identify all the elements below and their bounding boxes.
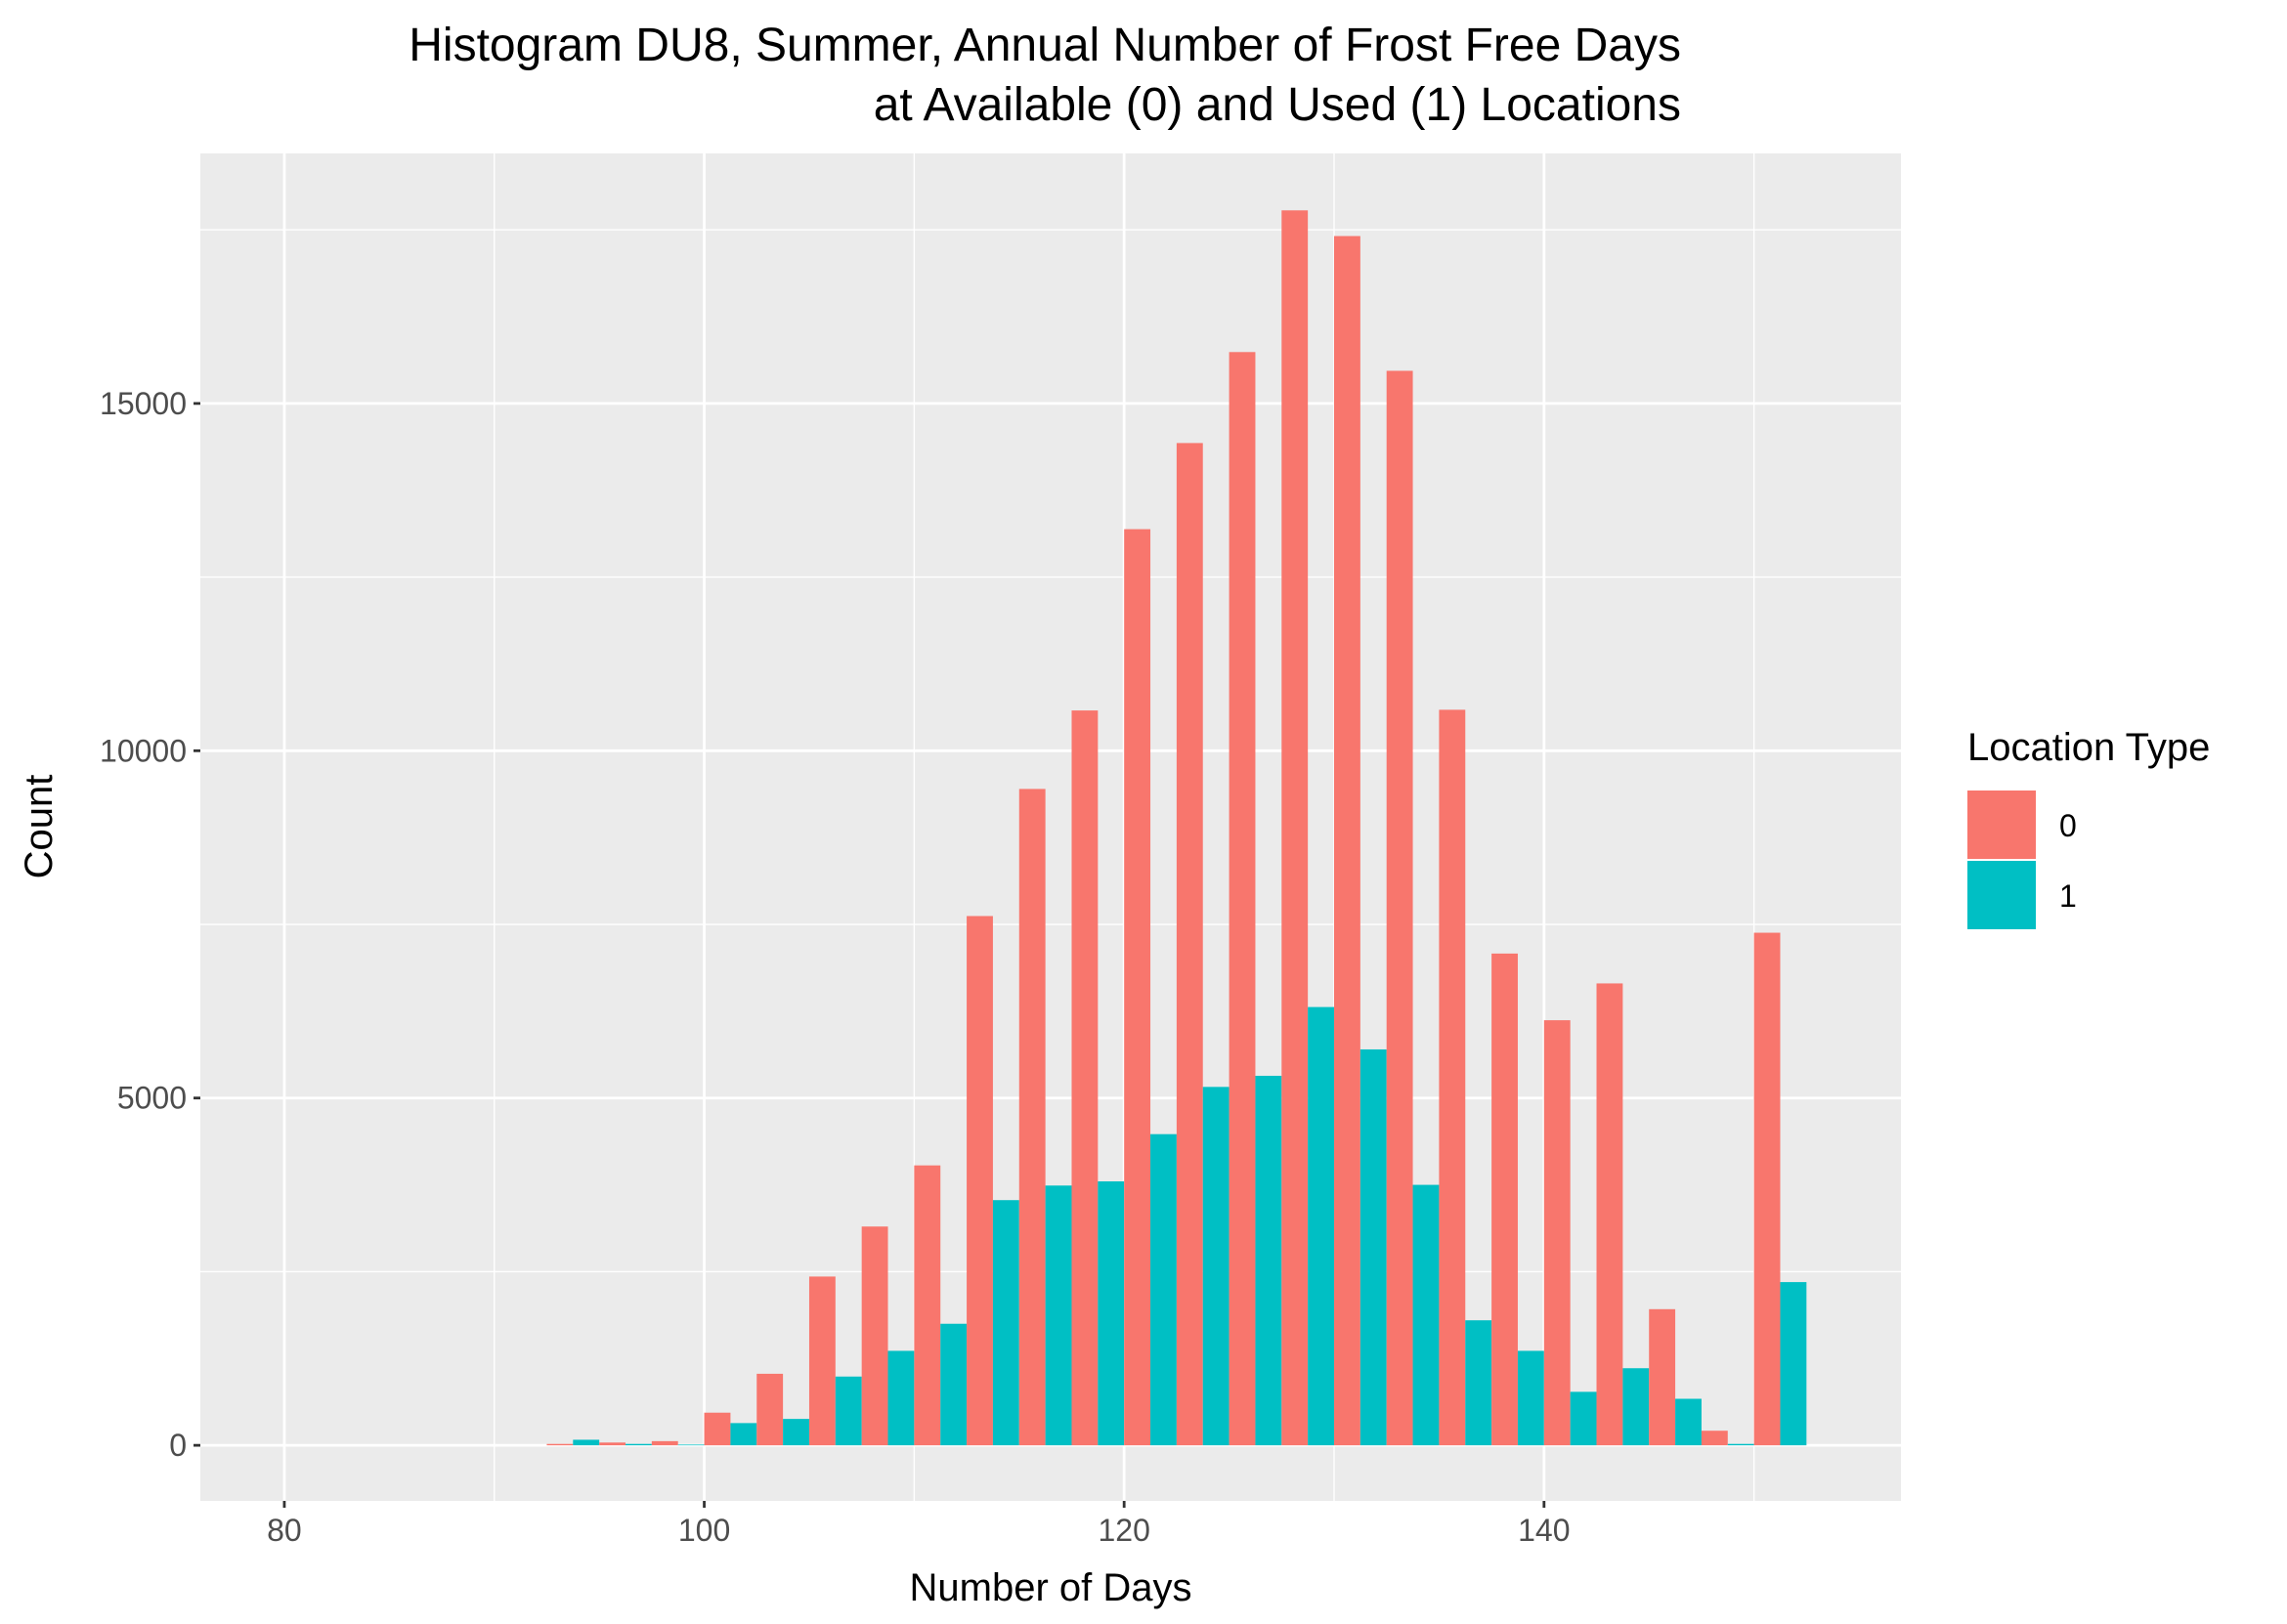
bar-series-0 bbox=[704, 1412, 731, 1446]
bar-series-1 bbox=[1359, 1048, 1387, 1446]
y-tick-label: 5000 bbox=[117, 1081, 187, 1116]
x-axis: 80 100 120 140 bbox=[267, 1501, 1571, 1548]
bar-series-0 bbox=[1386, 370, 1413, 1446]
bar-series-0 bbox=[1701, 1431, 1728, 1446]
bar-series-0 bbox=[546, 1443, 574, 1446]
bar-series-0 bbox=[1543, 1020, 1571, 1446]
bar-series-1 bbox=[626, 1443, 652, 1446]
legend: Location Type 0 1 bbox=[1967, 726, 2210, 929]
legend-label-0: 0 bbox=[2059, 808, 2077, 843]
bar-series-1 bbox=[573, 1439, 600, 1446]
bar-series-1 bbox=[1675, 1398, 1702, 1446]
y-axis-title: Count bbox=[18, 775, 61, 879]
y-tick-label: 10000 bbox=[100, 733, 187, 768]
bar-series-0 bbox=[1124, 529, 1151, 1446]
x-tick-label: 120 bbox=[1098, 1513, 1149, 1548]
bar-series-1 bbox=[1098, 1181, 1125, 1446]
x-tick-label: 100 bbox=[678, 1513, 730, 1548]
bar-series-1 bbox=[677, 1444, 705, 1446]
bar-series-0 bbox=[1334, 235, 1360, 1446]
bar-series-1 bbox=[783, 1419, 809, 1446]
bar-series-0 bbox=[861, 1226, 888, 1446]
bar-series-1 bbox=[1412, 1184, 1440, 1446]
bar-series-1 bbox=[887, 1350, 915, 1446]
bar-series-0 bbox=[1176, 443, 1203, 1446]
bar-series-1 bbox=[835, 1376, 862, 1446]
bar-series-1 bbox=[1255, 1075, 1282, 1446]
legend-label-1: 1 bbox=[2059, 878, 2077, 914]
bar-series-0 bbox=[1753, 932, 1781, 1446]
bar-series-0 bbox=[756, 1373, 784, 1446]
chart-title-line-1: Histogram DU8, Summer, Annual Number of … bbox=[409, 20, 1681, 71]
bar-series-1 bbox=[1780, 1282, 1807, 1446]
y-axis: 0 5000 10000 15000 bbox=[100, 386, 200, 1463]
bar-series-1 bbox=[1465, 1320, 1492, 1446]
bar-series-0 bbox=[599, 1442, 626, 1446]
bar-series-1 bbox=[992, 1200, 1019, 1446]
legend-swatch-0 bbox=[1967, 791, 2036, 859]
bar-series-0 bbox=[1071, 710, 1099, 1446]
bar-series-0 bbox=[1491, 953, 1518, 1446]
bar-series-1 bbox=[1045, 1185, 1072, 1446]
bar-series-0 bbox=[808, 1276, 836, 1446]
y-tick-label: 0 bbox=[169, 1428, 187, 1463]
bar-series-0 bbox=[1229, 352, 1256, 1446]
bar-series-1 bbox=[940, 1323, 968, 1446]
bar-series-0 bbox=[1649, 1308, 1676, 1446]
bar-series-1 bbox=[1622, 1368, 1650, 1446]
bar-series-1 bbox=[1150, 1133, 1177, 1446]
bar-series-0 bbox=[651, 1440, 678, 1446]
x-tick-label: 140 bbox=[1518, 1513, 1570, 1548]
x-tick-label: 80 bbox=[267, 1513, 302, 1548]
bar-series-1 bbox=[1202, 1087, 1230, 1446]
bar-series-1 bbox=[1570, 1391, 1597, 1446]
legend-title: Location Type bbox=[1967, 726, 2210, 769]
chart-title-line-2: at Available (0) and Used (1) Locations bbox=[874, 79, 1681, 131]
bar-series-0 bbox=[967, 916, 993, 1446]
bar-series-0 bbox=[1439, 709, 1466, 1446]
bar-series-1 bbox=[1517, 1350, 1544, 1446]
bar-series-0 bbox=[1018, 789, 1046, 1446]
x-axis-title: Number of Days bbox=[910, 1566, 1192, 1609]
bar-series-0 bbox=[1596, 983, 1623, 1446]
bar-series-0 bbox=[1281, 210, 1309, 1446]
histogram-bars bbox=[546, 210, 1807, 1446]
bar-series-1 bbox=[1727, 1443, 1754, 1446]
bar-series-1 bbox=[730, 1423, 757, 1446]
legend-swatch-1 bbox=[1967, 861, 2036, 929]
bar-series-1 bbox=[1308, 1006, 1334, 1446]
bar-series-0 bbox=[914, 1165, 941, 1446]
y-tick-label: 15000 bbox=[100, 386, 187, 421]
